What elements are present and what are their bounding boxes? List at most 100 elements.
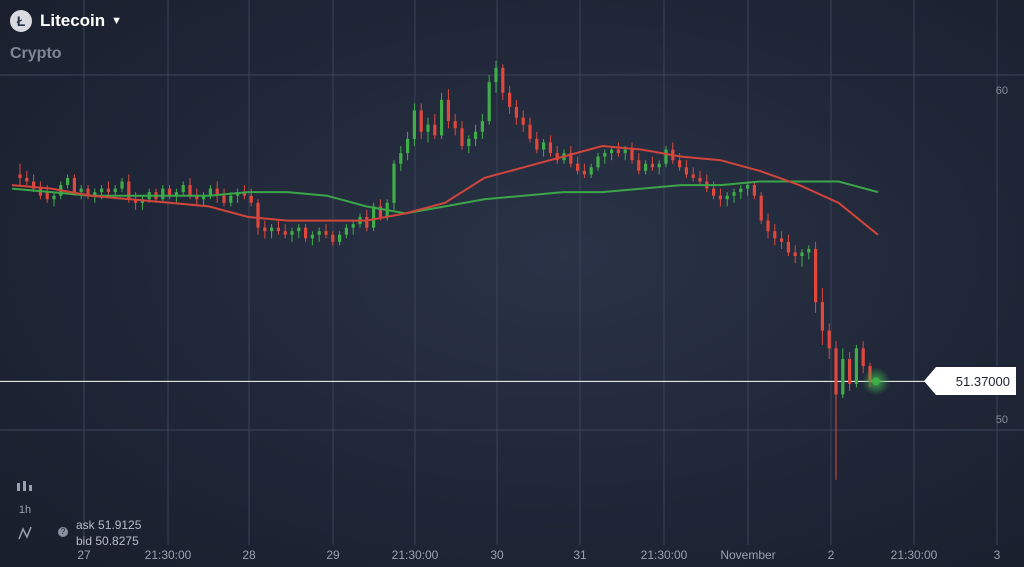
candle-body — [780, 238, 784, 242]
x-tick-label: November — [720, 548, 776, 562]
x-tick-label: 30 — [490, 548, 504, 562]
candle-body — [501, 67, 505, 93]
candle-body — [276, 227, 280, 232]
candles-group — [18, 60, 872, 480]
candle-body — [412, 110, 416, 139]
help-icon[interactable]: ? — [58, 527, 68, 537]
candle-body — [79, 188, 83, 193]
candle-body — [712, 188, 716, 196]
candle-body — [746, 185, 750, 189]
candle-body — [487, 82, 491, 122]
candle-body — [650, 163, 654, 168]
candle-body — [188, 185, 192, 196]
candle-body — [514, 106, 518, 118]
litecoin-icon: Ł — [10, 10, 32, 32]
quote-panel: ? ask 51.9125 bid 50.8275 — [58, 517, 142, 549]
x-tick-label: 28 — [242, 548, 256, 562]
candle-body — [460, 128, 464, 146]
candle-body — [25, 177, 29, 182]
candle-body — [38, 188, 42, 196]
y-tick-label: 50 — [995, 414, 1008, 426]
indicator-icon[interactable] — [18, 526, 32, 540]
candle-body — [657, 163, 661, 168]
x-tick-label: 21:30:00 — [890, 548, 938, 562]
candle-body — [698, 177, 702, 182]
candle-body — [283, 231, 287, 235]
timeframe-button[interactable]: 1h — [18, 504, 32, 516]
candle-body — [195, 195, 199, 200]
candle-body — [161, 188, 165, 200]
candle-body — [596, 156, 600, 168]
candle-body — [399, 153, 403, 164]
asset-category: Crypto — [10, 45, 62, 62]
x-tick-label: 31 — [573, 548, 587, 562]
candle-body — [691, 174, 695, 178]
candle-body — [814, 248, 818, 303]
candle-body — [304, 227, 308, 239]
candle-body — [480, 121, 484, 132]
candle-body — [684, 167, 688, 175]
candle-body — [433, 124, 437, 136]
candle-body — [800, 252, 804, 257]
candle-body — [528, 124, 532, 139]
candle-body — [32, 181, 36, 189]
candle-body — [548, 142, 552, 154]
candle-body — [106, 188, 110, 193]
candle-body — [718, 195, 722, 200]
ask-label: ask — [76, 518, 95, 532]
candle-body — [174, 192, 178, 196]
candle-body — [270, 227, 274, 232]
candle-body — [508, 92, 512, 107]
candle-body — [773, 231, 777, 239]
candle-body — [392, 163, 396, 203]
candle-body — [249, 195, 253, 203]
bid-label: bid — [76, 534, 93, 548]
candle-body — [86, 188, 90, 196]
candle-body — [290, 231, 294, 235]
ask-value: 51.9125 — [98, 518, 142, 532]
candle-body — [644, 163, 648, 171]
candle-body — [494, 67, 498, 83]
candle-body — [848, 359, 852, 384]
bid-value: 50.8275 — [95, 534, 139, 548]
candles-icon[interactable] — [16, 480, 34, 494]
chevron-down-icon: ▼ — [111, 15, 123, 27]
candle-body — [344, 227, 348, 235]
candle-body — [555, 153, 559, 161]
candle-body — [426, 124, 430, 132]
x-tick-label: 3 — [993, 548, 1001, 562]
x-tick-label: 2 — [827, 548, 835, 562]
candle-body — [739, 188, 743, 193]
moving-average-slow — [11, 180, 879, 215]
candle-body — [378, 206, 382, 217]
candle-body — [542, 142, 546, 150]
candle-body — [440, 99, 444, 136]
x-tick-label: 21:30:00 — [640, 548, 688, 562]
candle-body — [569, 153, 573, 164]
x-tick-label: 27 — [77, 548, 91, 562]
candle-body — [208, 188, 212, 196]
candle-body — [610, 149, 614, 154]
candle-body — [113, 188, 117, 193]
current-price-dot — [872, 377, 880, 386]
candle-body — [446, 99, 450, 122]
candle-body — [338, 234, 342, 242]
candle-body — [474, 131, 478, 139]
candle-body — [664, 149, 668, 164]
candle-body — [168, 188, 172, 196]
candle-body — [820, 302, 824, 331]
candle-body — [453, 121, 457, 129]
candle-body — [759, 195, 763, 221]
candle-body — [72, 177, 76, 193]
candle-body — [630, 149, 634, 161]
chart-toolbar: 1h — [10, 480, 40, 540]
asset-selector[interactable]: Ł Litecoin ▼ — [10, 10, 122, 32]
candle-body — [134, 199, 138, 203]
candle-body — [678, 160, 682, 168]
candle-body — [603, 153, 607, 157]
candle-body — [732, 192, 736, 196]
candle-body — [229, 195, 233, 203]
asset-title: Litecoin — [40, 11, 106, 30]
y-tick-label: 60 — [995, 85, 1008, 97]
